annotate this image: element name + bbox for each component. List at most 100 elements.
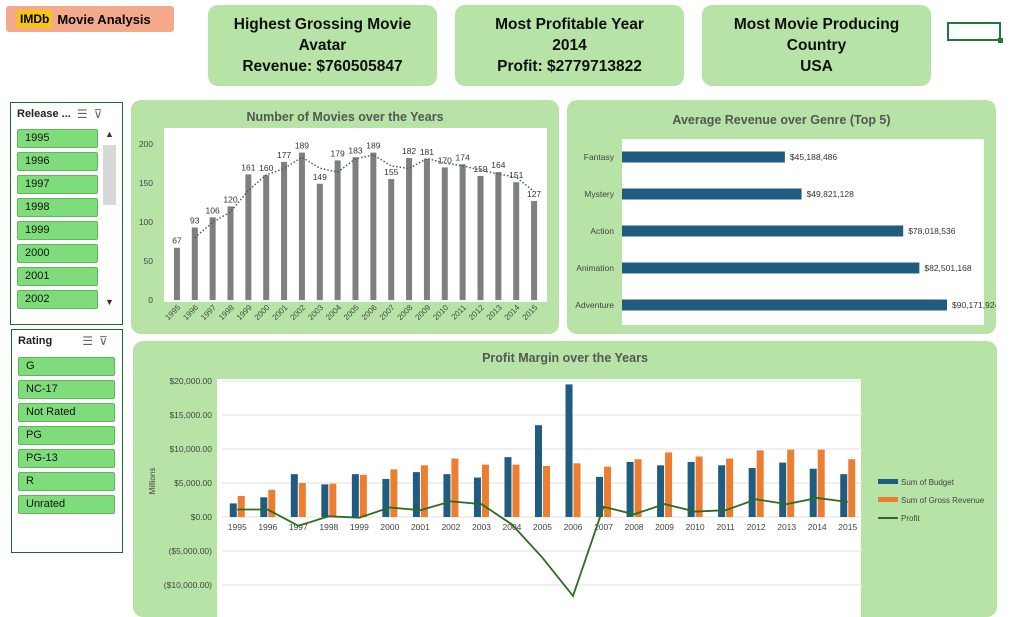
x-tick-label: 2012 (747, 522, 766, 532)
slicer-item-nc-17[interactable]: NC-17 (18, 380, 115, 399)
movie-count-bar (477, 175, 484, 300)
y-tick-label: $10,000.00 (169, 444, 212, 454)
data-label: 183 (348, 145, 362, 155)
y-tick-label: ($5,000.00) (169, 546, 213, 556)
data-label: 170 (438, 155, 452, 165)
gross-revenue-bar (817, 449, 825, 517)
clear-filter-icon[interactable]: ⊽ (93, 107, 103, 121)
data-label: 161 (241, 162, 255, 172)
gross-revenue-bar (512, 464, 520, 517)
slicer-item-1997[interactable]: 1997 (17, 175, 98, 194)
x-tick-label: 1996 (258, 522, 277, 532)
movie-count-bar (334, 160, 341, 300)
slicer-item-1995[interactable]: 1995 (17, 129, 98, 148)
x-tick-label: 2005 (533, 522, 552, 532)
x-tick-label: 2013 (485, 303, 504, 322)
kpi-top-country: Most Movie Producing Country USA (702, 5, 931, 86)
kpi-detail: Revenue: $760505847 (242, 58, 403, 75)
gross-revenue-bar (268, 489, 276, 517)
data-label: $90,171,924 (952, 300, 996, 310)
slicer-item-2001[interactable]: 2001 (17, 267, 98, 286)
x-tick-label: 2000 (380, 522, 399, 532)
slicer-item-1996[interactable]: 1996 (17, 152, 98, 171)
slicer-item-g[interactable]: G (18, 357, 115, 376)
movie-count-bar (495, 172, 502, 300)
x-tick-label: 2011 (717, 522, 736, 532)
multi-select-icon[interactable]: ☰ (76, 107, 88, 121)
slicer-release-year: Release ... ☰ ⊽ 1995 1996 1997 1998 1999 2000… (10, 102, 123, 325)
x-tick-label: 2004 (324, 303, 343, 322)
genre-label: Action (590, 226, 614, 236)
profit-line (237, 497, 848, 598)
x-tick-label: 2001 (411, 522, 430, 532)
slicer-item-1999[interactable]: 1999 (17, 221, 98, 240)
y-tick-label: 0 (148, 295, 153, 305)
slicer-item-pg[interactable]: PG (18, 426, 115, 445)
gross-revenue-bar (573, 463, 581, 517)
kpi-value: Avatar (298, 37, 347, 54)
budget-bar (412, 472, 420, 517)
multi-select-icon[interactable]: ☰ (82, 334, 93, 348)
x-tick-label: 2006 (564, 522, 583, 532)
slicer-scrollbar[interactable]: ▲ ▼ (103, 129, 116, 311)
budget-bar (657, 465, 665, 517)
cell-selection[interactable] (947, 22, 1003, 43)
movie-count-bar (227, 206, 234, 300)
scroll-thumb[interactable] (103, 145, 116, 205)
data-label: 160 (259, 163, 273, 173)
movie-count-bar (316, 183, 323, 300)
data-label: $45,188,486 (790, 152, 838, 162)
gross-revenue-bar (787, 449, 795, 517)
x-tick-label: 2008 (625, 522, 644, 532)
genre-revenue-bar (622, 188, 802, 200)
legend-label: Profit (901, 514, 920, 523)
slicer-item-r[interactable]: R (18, 472, 115, 491)
kpi-detail: USA (800, 58, 833, 75)
x-tick-label: 2012 (467, 303, 486, 322)
data-label: 179 (331, 148, 345, 158)
y-tick-label: 50 (144, 256, 154, 266)
y-tick-label: 150 (139, 178, 153, 188)
genre-revenue-bar (622, 262, 920, 274)
slicer-item-2000[interactable]: 2000 (17, 244, 98, 263)
movie-count-bar (406, 158, 413, 300)
x-tick-label: 1995 (163, 303, 182, 322)
clear-filter-icon[interactable]: ⊽ (99, 334, 108, 348)
gross-revenue-bar (756, 450, 764, 517)
gross-revenue-bar (543, 466, 550, 517)
x-tick-label: 2009 (655, 522, 674, 532)
slicer-item-1998[interactable]: 1998 (17, 198, 98, 217)
x-tick-label: 2004 (503, 522, 522, 532)
x-tick-label: 2008 (396, 303, 415, 322)
x-tick-label: 2010 (686, 522, 705, 532)
scroll-up-icon[interactable]: ▲ (105, 129, 114, 139)
genre-revenue-bar (622, 225, 904, 237)
slicer-item-pg-13[interactable]: PG-13 (18, 449, 115, 468)
data-label: $82,501,168 (924, 263, 972, 273)
x-tick-label: 2015 (521, 303, 540, 322)
budget-bar (382, 478, 390, 517)
scroll-down-icon[interactable]: ▼ (105, 297, 114, 307)
budget-bar (718, 465, 726, 517)
kpi-label: Most Movie Producing (733, 16, 900, 33)
budget-bar (321, 484, 329, 517)
gross-revenue-bar (237, 495, 245, 517)
data-label: 189 (295, 141, 309, 151)
x-tick-label: 2006 (360, 303, 379, 322)
x-tick-label: 2000 (253, 303, 272, 322)
profit-margin-chart: Millions ($10,000.00) ($5,000.00) $0.00 $5,0… (148, 376, 985, 598)
kpi-highest-grossing: Highest Grossing Movie Avatar Revenue: $… (208, 5, 437, 86)
x-tick-label: 1998 (319, 522, 338, 532)
x-tick-label: 1997 (289, 522, 308, 532)
y-tick-label: $15,000.00 (169, 410, 212, 420)
slicer-item-not-rated[interactable]: Not Rated (18, 403, 115, 422)
data-label: 189 (366, 141, 380, 151)
gross-revenue-bar (298, 483, 306, 517)
x-tick-label: 1999 (235, 303, 254, 322)
genre-label: Fantasy (584, 152, 615, 162)
slicer-item-unrated[interactable]: Unrated (18, 495, 115, 514)
budget-bar (504, 457, 512, 517)
y-tick-label: 200 (139, 139, 153, 149)
slicer-item-2002[interactable]: 2002 (17, 290, 98, 309)
